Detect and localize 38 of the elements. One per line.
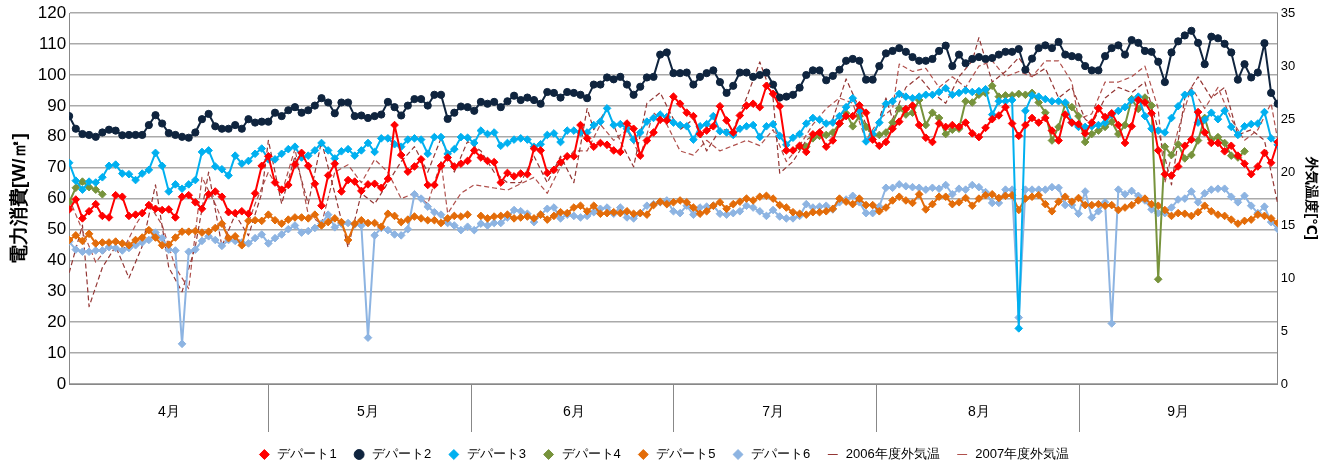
y-tick-label: 120 xyxy=(37,2,67,22)
line-series xyxy=(69,36,1278,308)
y-tick-label: 60 xyxy=(47,188,67,208)
y-tick-label: 70 xyxy=(47,157,67,177)
x-tick-label: 6月 xyxy=(562,402,585,419)
y2-tick-label: 10 xyxy=(1280,269,1296,285)
x-tick-label: 5月 xyxy=(357,402,379,419)
y-tick-label: 20 xyxy=(47,311,67,331)
legend-label: 2007年度外気温 xyxy=(975,446,1070,462)
y2-axis-title: 外気温度[℃] xyxy=(1303,156,1320,240)
y-tick-label: 50 xyxy=(47,219,67,239)
legend-label: デパート5 xyxy=(656,446,716,462)
y2-tick-label: 25 xyxy=(1280,110,1296,126)
y2-tick-label: 30 xyxy=(1280,57,1296,73)
legend-label: デパート3 xyxy=(466,446,527,462)
y2-tick-label: 35 xyxy=(1280,4,1296,20)
x-tick-label: 9月 xyxy=(1167,402,1190,419)
legend-label: デパート1 xyxy=(277,446,337,462)
y-tick-label: 100 xyxy=(37,64,67,84)
legend-label: 2006年度外気温 xyxy=(845,446,940,462)
x-tick-label: 4月 xyxy=(157,402,180,419)
y-tick-label: 40 xyxy=(47,250,67,270)
legend-label: デパート2 xyxy=(372,446,432,462)
y-tick-label: 10 xyxy=(47,342,67,362)
y-tick-label: 80 xyxy=(47,126,67,146)
y-tick-label: 90 xyxy=(47,95,67,115)
x-tick-label: 8月 xyxy=(968,402,990,419)
x-tick-label: 7月 xyxy=(762,402,784,419)
y2-tick-label: 15 xyxy=(1280,216,1296,232)
y2-tick-label: 0 xyxy=(1280,375,1288,391)
y-tick-label: 110 xyxy=(39,33,67,53)
y2-tick-label: 20 xyxy=(1280,163,1296,179)
y-tick-label: 0 xyxy=(56,373,67,393)
y-tick-label: 30 xyxy=(47,280,67,300)
y-axis-title: 電力消費[W/㎡] xyxy=(7,133,29,265)
legend-label: デパート6 xyxy=(751,446,811,462)
y2-tick-label: 5 xyxy=(1280,322,1288,338)
legend-label: デパート4 xyxy=(561,446,621,462)
